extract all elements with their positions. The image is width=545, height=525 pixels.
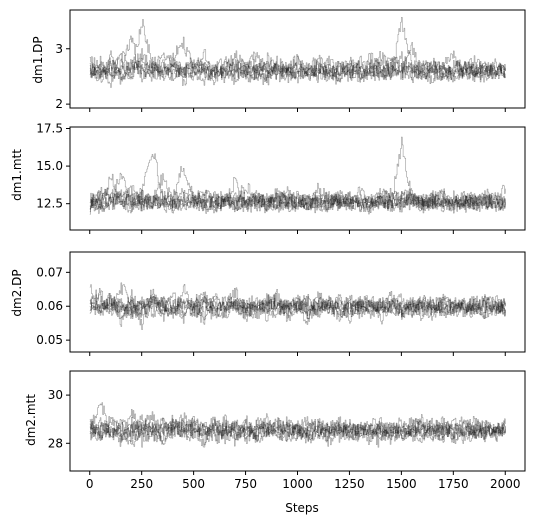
x-tick-label: 1750 [438,477,469,491]
y-tick-label: 2 [55,97,63,111]
ylabel-dm2-mtt: dm2.mtt [24,394,38,446]
y-tick-label: 30 [48,388,63,402]
ylabel-dm1-dp: dm1.DP [31,36,45,83]
y-tick-label: 12.5 [36,197,63,211]
walker-trace-4 [89,136,506,214]
y-tick-label: 0.05 [36,333,63,347]
y-tick-label: 17.5 [36,122,63,136]
walker-trace-6 [89,295,506,321]
x-tick-label: 2000 [490,477,521,491]
walker-trace-3 [89,414,506,447]
walker-trace-1 [89,35,506,86]
walker-trace-4 [89,17,506,85]
xlabel-steps: Steps [285,501,319,515]
walker-trace-1 [89,402,506,447]
walker-trace-3 [89,51,506,86]
walker-trace-4 [89,416,506,443]
y-tick-label: 0.07 [36,265,63,279]
ylabel-dm1-mtt: dm1.mtt [10,149,24,201]
walker-trace-1 [89,284,506,327]
walker-traces [89,402,506,448]
walker-trace-5 [89,190,506,215]
walker-trace-2 [89,412,506,448]
x-tick-label: 500 [182,477,205,491]
walker-trace-2 [89,153,506,215]
walker-trace-6 [89,414,506,443]
x-tick-label: 1500 [386,477,417,491]
panel-dm2-dp: dm2.DP 0.05 0.06 0.07 [10,251,526,356]
walker-trace-6 [89,184,506,214]
walker-trace-6 [89,42,506,84]
y-tick-label: 15.0 [36,159,63,173]
walker-trace-5 [89,55,506,85]
walker-trace-3 [89,173,506,213]
y-tick-label: 3 [55,42,63,56]
y-tick-label: 28 [48,436,63,450]
x-tick-label: 1000 [282,477,313,491]
walker-trace-2 [89,282,506,330]
walker-trace-5 [89,293,506,320]
x-tick-label: 1250 [334,477,365,491]
x-tick-label: 0 [86,477,94,491]
walker-traces [89,282,506,330]
walker-trace-2 [89,19,506,88]
y-tick-label: 0.06 [36,299,63,313]
walker-trace-3 [89,289,506,324]
ylabel-dm2-dp: dm2.DP [10,269,24,316]
x-tick-label: 750 [234,477,257,491]
panel-dm1-dp: dm1.DP 2 3 [31,9,526,112]
walker-trace-1 [89,173,506,214]
walker-trace-5 [89,408,506,445]
walker-traces [89,136,506,215]
panel-dm1-mtt: dm1.mtt 12.5 15.0 17.5 [10,122,526,234]
panel-dm2-mtt: dm2.mtt Steps 0 250 500 750 1000 1250 1500 1750… [24,370,526,515]
x-tick-label: 250 [130,477,153,491]
walker-traces [89,17,506,88]
walker-trace-4 [89,290,506,319]
